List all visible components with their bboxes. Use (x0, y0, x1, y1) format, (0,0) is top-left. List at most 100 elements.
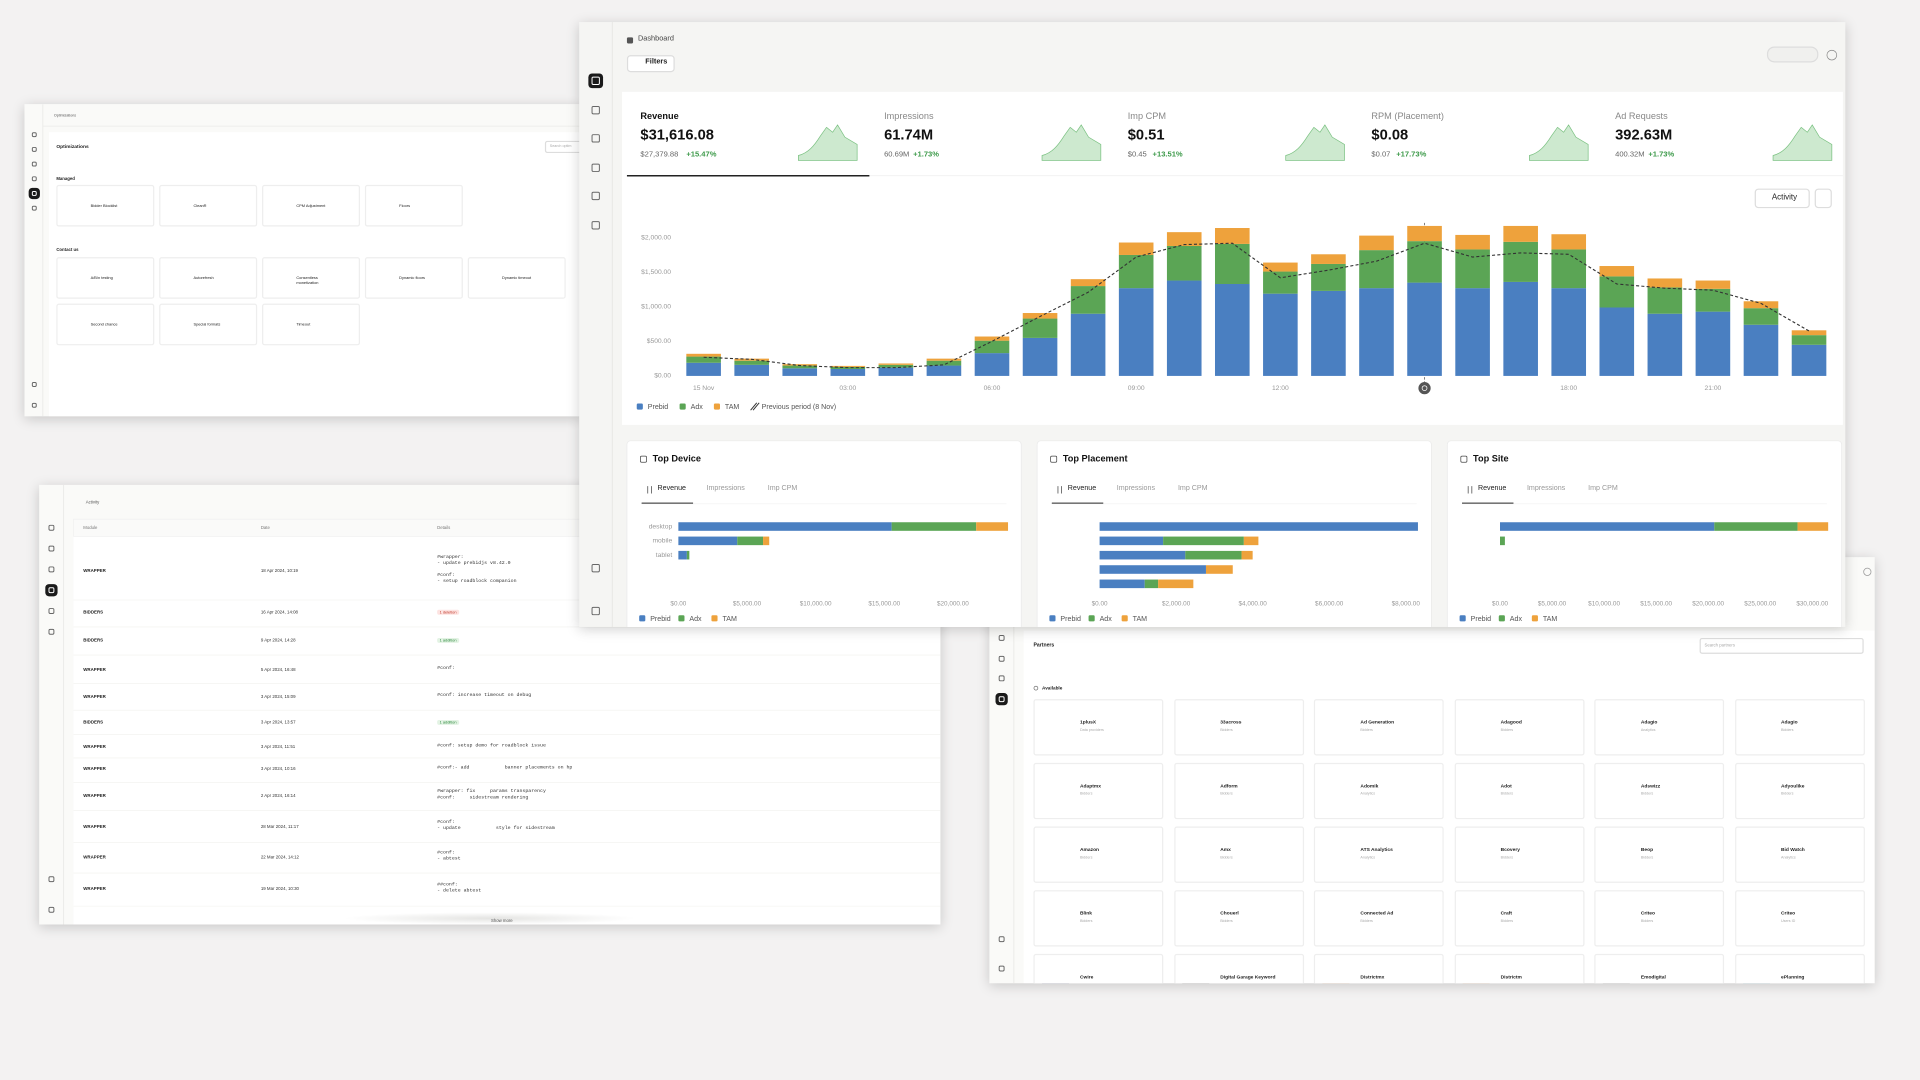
partner-name: Connected Ad (1360, 910, 1394, 917)
partner-card[interactable] (1454, 953, 1584, 984)
bar-segment (974, 336, 1010, 341)
partner-card[interactable] (1313, 890, 1444, 947)
bar-segment (1185, 550, 1242, 560)
partner-card[interactable] (1173, 762, 1304, 820)
partner-type: Bidders (1500, 918, 1514, 924)
partner-card[interactable] (1313, 826, 1444, 883)
kpi-title[interactable]: Ad Requests (1615, 110, 1668, 122)
optimization-label: A/B/n testing (90, 275, 113, 281)
card-title: Top Device (652, 453, 701, 465)
partner-card[interactable] (1454, 762, 1584, 820)
kpi-change: +1.73% (1648, 151, 1675, 160)
kpi-title[interactable]: Imp CPM (1127, 110, 1167, 122)
optimization-card[interactable] (159, 257, 258, 299)
x-tick-label: 09:00 (1128, 385, 1145, 392)
partner-card[interactable] (1734, 699, 1865, 756)
card-tab[interactable]: Revenue (657, 485, 686, 493)
show-more[interactable]: Show more (491, 918, 513, 923)
partner-card[interactable] (1594, 699, 1725, 756)
partner-card[interactable] (1173, 699, 1304, 756)
bar-segment (686, 353, 721, 357)
partner-card[interactable] (1734, 953, 1865, 984)
partner-card[interactable] (1033, 699, 1164, 756)
legend-label: Prebid (650, 615, 671, 623)
bar-segment (737, 536, 764, 546)
card-icon (640, 455, 647, 463)
legend-label: Adx (689, 615, 702, 623)
partner-card[interactable] (1313, 953, 1444, 984)
partner-type: Analytics (1781, 854, 1796, 860)
y-tick-label: $500.00 (647, 338, 672, 345)
optimization-card[interactable] (159, 303, 258, 346)
optimization-card[interactable] (262, 257, 360, 299)
partners-window: Partners Search partners Available 1plusX Da… (989, 557, 1875, 984)
partner-card[interactable] (1454, 826, 1584, 883)
card-tab[interactable]: Impressions (706, 485, 745, 493)
bar-segment (891, 522, 977, 531)
card-tab[interactable]: Imp CPM (1177, 485, 1208, 493)
partner-name: ATS Analytics (1360, 846, 1393, 853)
legend-swatch (1531, 615, 1538, 622)
optimization-card[interactable] (159, 184, 258, 227)
partner-card[interactable] (1173, 890, 1304, 947)
nav-icon (48, 608, 55, 614)
partner-card[interactable] (1594, 890, 1725, 947)
partner-card[interactable] (1173, 953, 1304, 984)
partner-card[interactable] (1594, 826, 1725, 883)
card-tab[interactable]: Impressions (1526, 485, 1566, 493)
optimization-card[interactable] (467, 257, 566, 299)
optimization-card[interactable] (364, 257, 463, 299)
partner-card[interactable] (1033, 890, 1164, 947)
optimization-card[interactable] (56, 257, 155, 299)
partner-card[interactable] (1033, 826, 1164, 883)
bar-segment (1070, 279, 1106, 287)
partner-type: Bidders (1220, 854, 1233, 860)
card-title: Top Site (1473, 453, 1509, 465)
kpi-title[interactable]: Revenue (640, 110, 679, 122)
nav-icon (48, 876, 55, 883)
module: WRAPPER (83, 744, 106, 749)
search-box[interactable] (1699, 637, 1864, 654)
card-tab[interactable]: Imp CPM (1588, 485, 1618, 493)
legend-label: TAM (1543, 615, 1558, 623)
partner-card[interactable] (1734, 890, 1865, 947)
sort-icon (647, 486, 652, 494)
optimization-card[interactable] (262, 184, 360, 227)
partner-card[interactable] (1313, 699, 1444, 756)
optimization-card[interactable] (262, 303, 360, 346)
optimization-card[interactable] (56, 303, 155, 346)
legend-label: Prebid (1060, 615, 1081, 623)
partner-name: Adswizz (1640, 782, 1661, 790)
card-tab[interactable]: Imp CPM (767, 485, 798, 493)
kpi-title[interactable]: RPM (Placement) (1371, 110, 1444, 122)
x-tick-label: $8,000.00 (1392, 600, 1421, 607)
partner-type: Data providers (1080, 727, 1104, 733)
partner-card[interactable] (1454, 699, 1584, 756)
date: 28 Mar 2024, 11:17 (260, 823, 299, 829)
partner-name: Adagio (1781, 719, 1798, 726)
partner-card[interactable] (1033, 953, 1164, 984)
date-picker[interactable] (1766, 46, 1819, 63)
nav-icon (998, 965, 1005, 972)
filters-button[interactable] (626, 55, 675, 73)
more-button[interactable] (1814, 188, 1832, 209)
partner-card[interactable] (1734, 826, 1865, 883)
partner-card[interactable] (1594, 953, 1725, 984)
optimization-card[interactable] (56, 184, 155, 227)
card-tab[interactable]: Revenue (1477, 485, 1507, 493)
partner-card[interactable] (1033, 762, 1164, 820)
bar-segment (734, 360, 769, 365)
partner-card[interactable] (1454, 890, 1584, 947)
partner-card[interactable] (1594, 762, 1725, 820)
card-tab[interactable]: Impressions (1116, 485, 1155, 493)
kpi-title[interactable]: Impressions (884, 110, 934, 122)
card-tab[interactable]: Revenue (1067, 485, 1097, 493)
optimization-card[interactable] (364, 184, 463, 227)
partner-card[interactable] (1313, 762, 1444, 820)
x-tick-label: $6,000.00 (1315, 600, 1344, 607)
partner-card[interactable] (1734, 762, 1865, 820)
partner-card[interactable] (1173, 826, 1304, 883)
kpi-change: +17.73% (1396, 151, 1427, 160)
activity-button[interactable] (1754, 188, 1810, 209)
partner-type: Bidders (1781, 727, 1794, 733)
